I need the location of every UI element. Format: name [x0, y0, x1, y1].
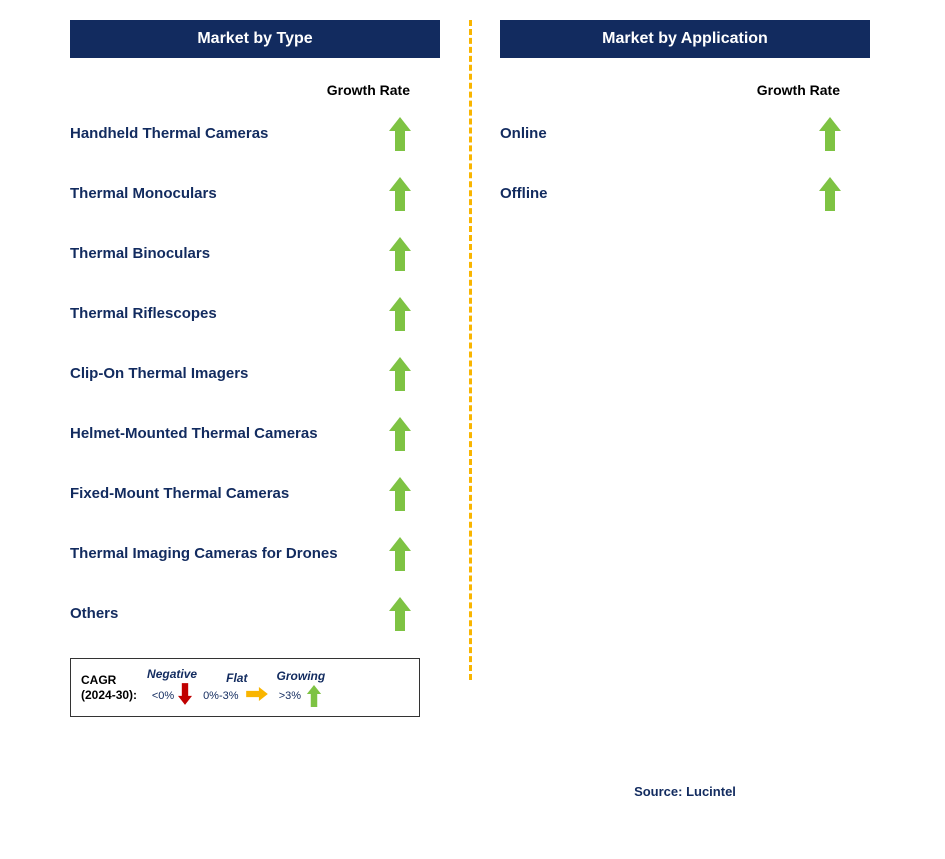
legend-segment-range: >3%	[279, 690, 301, 702]
left-panel: Market by Type Growth Rate Handheld Ther…	[70, 20, 440, 799]
legend-segment-title: Negative	[147, 667, 197, 681]
growth-arrow-icon	[360, 477, 440, 511]
list-item: Helmet-Mounted Thermal Cameras	[70, 404, 440, 464]
growth-arrow-icon	[790, 177, 870, 211]
chart-container: Market by Type Growth Rate Handheld Ther…	[0, 0, 945, 799]
growth-arrow-icon	[360, 597, 440, 631]
right-panel-title: Market by Application	[500, 20, 870, 58]
list-item-label: Helmet-Mounted Thermal Cameras	[70, 425, 360, 444]
panel-divider	[440, 20, 500, 799]
growth-arrow-icon	[360, 177, 440, 211]
legend-segment-title: Growing	[277, 669, 326, 683]
list-item-label: Thermal Imaging Cameras for Drones	[70, 545, 360, 564]
legend-segment-row: >3%	[279, 685, 323, 707]
growing-arrow-icon	[305, 685, 323, 707]
legend-segment-row: 0%-3%	[203, 687, 270, 704]
list-item-label: Thermal Monoculars	[70, 185, 360, 204]
negative-arrow-icon	[178, 683, 192, 708]
legend-segment: Flat 0%-3%	[203, 671, 270, 704]
growth-arrow-icon	[360, 297, 440, 331]
list-item: Thermal Imaging Cameras for Drones	[70, 524, 440, 584]
legend-segment-row: <0%	[152, 683, 192, 708]
legend-cagr-label: CAGR(2024-30):	[81, 673, 137, 702]
left-growth-rate-label: Growth Rate	[70, 82, 440, 98]
legend-segment-range: 0%-3%	[203, 690, 238, 702]
growth-arrow-icon	[790, 117, 870, 151]
right-rows: Online Offline	[500, 104, 870, 224]
list-item: Others	[70, 584, 440, 644]
list-item: Handheld Thermal Cameras	[70, 104, 440, 164]
growth-arrow-icon	[360, 357, 440, 391]
growth-arrow-icon	[360, 117, 440, 151]
growth-arrow-icon	[360, 417, 440, 451]
legend-segment: Growing >3%	[277, 669, 326, 707]
list-item-label: Others	[70, 605, 360, 624]
legend-segment-range: <0%	[152, 690, 174, 702]
right-growth-rate-label: Growth Rate	[500, 82, 870, 98]
growth-arrow-icon	[360, 537, 440, 571]
legend-segment-title: Flat	[226, 671, 247, 685]
list-item-label: Online	[500, 125, 790, 144]
list-item-label: Fixed-Mount Thermal Cameras	[70, 485, 360, 504]
left-rows: Handheld Thermal Cameras Thermal Monocul…	[70, 104, 440, 644]
list-item-label: Thermal Riflescopes	[70, 305, 360, 324]
list-item-label: Thermal Binoculars	[70, 245, 360, 264]
legend-segment: Negative <0%	[147, 667, 197, 708]
dashed-line	[469, 20, 472, 680]
source-label: Source: Lucintel	[500, 784, 870, 799]
list-item-label: Offline	[500, 185, 790, 204]
list-item: Offline	[500, 164, 870, 224]
list-item: Thermal Binoculars	[70, 224, 440, 284]
list-item-label: Handheld Thermal Cameras	[70, 125, 360, 144]
list-item: Thermal Riflescopes	[70, 284, 440, 344]
list-item: Online	[500, 104, 870, 164]
growth-arrow-icon	[360, 237, 440, 271]
right-panel: Market by Application Growth Rate Online…	[500, 20, 870, 799]
list-item: Fixed-Mount Thermal Cameras	[70, 464, 440, 524]
list-item-label: Clip-On Thermal Imagers	[70, 365, 360, 384]
legend: CAGR(2024-30): Negative <0% Flat 0%-3% Grow…	[70, 658, 420, 717]
list-item: Clip-On Thermal Imagers	[70, 344, 440, 404]
flat-arrow-icon	[243, 687, 271, 704]
left-panel-title: Market by Type	[70, 20, 440, 58]
list-item: Thermal Monoculars	[70, 164, 440, 224]
